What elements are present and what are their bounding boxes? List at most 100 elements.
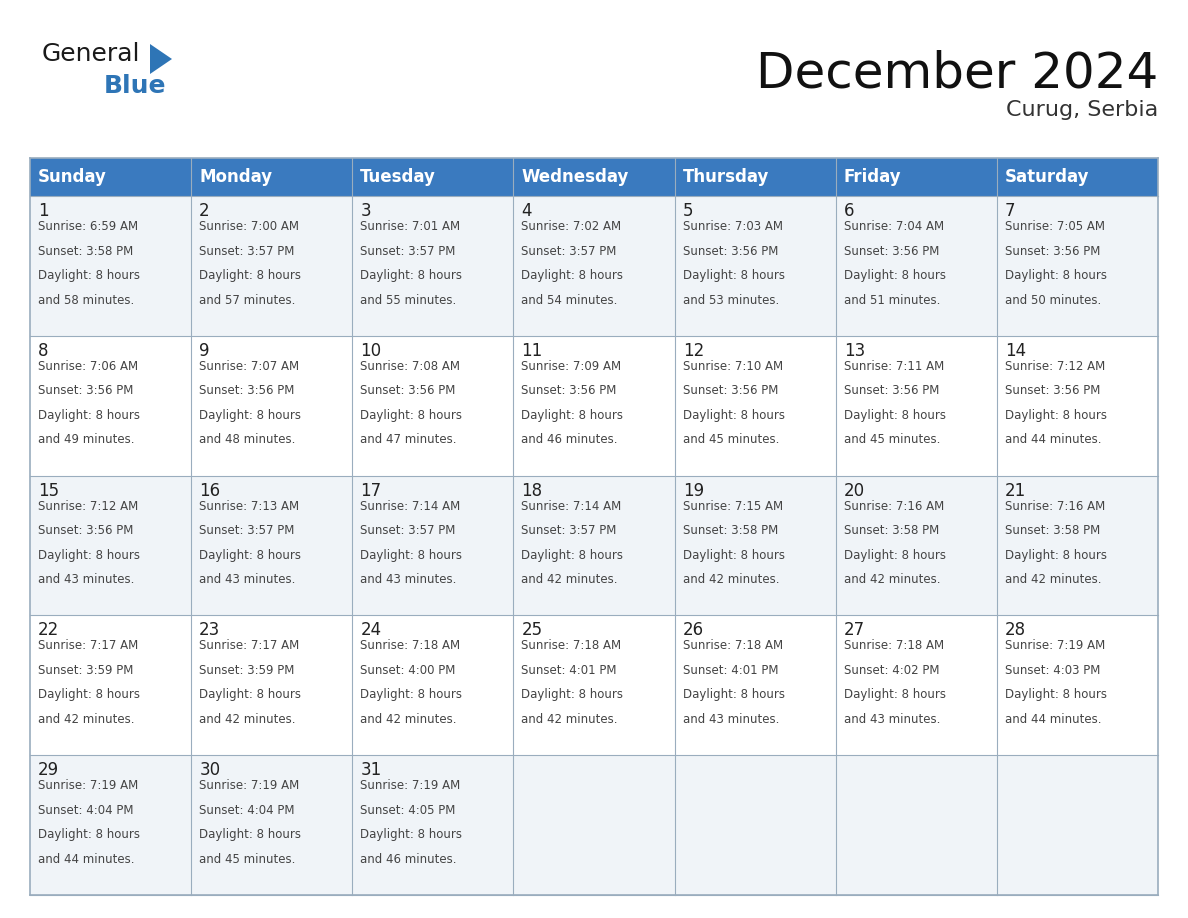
Text: and 49 minutes.: and 49 minutes. [38,433,134,446]
Bar [30,615,191,756]
Text: and 45 minutes.: and 45 minutes. [843,433,940,446]
Text: Sunrise: 7:18 AM: Sunrise: 7:18 AM [683,640,783,653]
Text: Sunset: 3:56 PM: Sunset: 3:56 PM [843,244,940,258]
Text: Sunset: 3:56 PM: Sunset: 3:56 PM [683,244,778,258]
Text: 3: 3 [360,202,371,220]
Bar [30,336,191,476]
Bar [30,158,191,196]
Text: Sunset: 4:02 PM: Sunset: 4:02 PM [843,664,940,677]
Bar [353,476,513,615]
Text: 20: 20 [843,482,865,499]
Text: Daylight: 8 hours: Daylight: 8 hours [522,688,624,701]
Text: Sunrise: 6:59 AM: Sunrise: 6:59 AM [38,220,138,233]
Text: and 55 minutes.: and 55 minutes. [360,294,456,307]
Text: and 42 minutes.: and 42 minutes. [200,713,296,726]
Bar [513,158,675,196]
Text: Sunrise: 7:17 AM: Sunrise: 7:17 AM [38,640,138,653]
Text: Daylight: 8 hours: Daylight: 8 hours [200,409,302,422]
Bar [191,476,353,615]
Bar [513,756,675,895]
Text: Sunset: 3:56 PM: Sunset: 3:56 PM [38,524,133,537]
Text: Sunset: 3:56 PM: Sunset: 3:56 PM [1005,385,1100,397]
Text: Monday: Monday [200,168,272,186]
Text: Daylight: 8 hours: Daylight: 8 hours [843,688,946,701]
Text: Daylight: 8 hours: Daylight: 8 hours [683,549,784,562]
Bar [191,158,353,196]
Text: and 42 minutes.: and 42 minutes. [843,573,940,587]
Text: Sunset: 3:56 PM: Sunset: 3:56 PM [522,385,617,397]
Text: and 42 minutes.: and 42 minutes. [360,713,457,726]
Bar [675,476,835,615]
Text: and 48 minutes.: and 48 minutes. [200,433,296,446]
Text: Sunset: 4:04 PM: Sunset: 4:04 PM [200,804,295,817]
Text: and 44 minutes.: and 44 minutes. [38,853,134,866]
Text: General: General [42,42,140,66]
Text: 9: 9 [200,341,210,360]
Text: 15: 15 [38,482,59,499]
Text: and 43 minutes.: and 43 minutes. [38,573,134,587]
Text: Daylight: 8 hours: Daylight: 8 hours [843,549,946,562]
Bar [191,756,353,895]
Text: and 43 minutes.: and 43 minutes. [683,713,779,726]
Text: and 51 minutes.: and 51 minutes. [843,294,940,307]
Text: Sunset: 4:04 PM: Sunset: 4:04 PM [38,804,133,817]
Text: and 47 minutes.: and 47 minutes. [360,433,457,446]
Text: Sunrise: 7:18 AM: Sunrise: 7:18 AM [360,640,461,653]
Text: Sunset: 3:56 PM: Sunset: 3:56 PM [200,385,295,397]
Text: Sunrise: 7:06 AM: Sunrise: 7:06 AM [38,360,138,373]
Text: Daylight: 8 hours: Daylight: 8 hours [522,549,624,562]
Text: 17: 17 [360,482,381,499]
Text: 23: 23 [200,621,221,640]
Text: 7: 7 [1005,202,1016,220]
Text: Daylight: 8 hours: Daylight: 8 hours [200,549,302,562]
Text: Sunrise: 7:12 AM: Sunrise: 7:12 AM [1005,360,1105,373]
Text: 6: 6 [843,202,854,220]
Text: Sunrise: 7:19 AM: Sunrise: 7:19 AM [38,779,138,792]
Text: and 43 minutes.: and 43 minutes. [360,573,456,587]
Text: and 44 minutes.: and 44 minutes. [1005,433,1101,446]
Text: Sunrise: 7:07 AM: Sunrise: 7:07 AM [200,360,299,373]
Text: and 45 minutes.: and 45 minutes. [200,853,296,866]
Text: 19: 19 [683,482,703,499]
Bar [353,615,513,756]
Text: Daylight: 8 hours: Daylight: 8 hours [683,409,784,422]
Bar [675,196,835,336]
Text: 16: 16 [200,482,220,499]
Text: Daylight: 8 hours: Daylight: 8 hours [360,549,462,562]
Text: Sunrise: 7:14 AM: Sunrise: 7:14 AM [522,499,621,512]
Text: December 2024: December 2024 [756,50,1158,98]
Text: Sunset: 3:59 PM: Sunset: 3:59 PM [38,664,133,677]
Text: 8: 8 [38,341,49,360]
Text: 30: 30 [200,761,220,779]
Text: 14: 14 [1005,341,1026,360]
Text: Sunset: 4:01 PM: Sunset: 4:01 PM [522,664,617,677]
Bar [997,336,1158,476]
Text: Sunrise: 7:04 AM: Sunrise: 7:04 AM [843,220,944,233]
Bar [191,615,353,756]
Text: Sunrise: 7:10 AM: Sunrise: 7:10 AM [683,360,783,373]
Bar [675,158,835,196]
Text: Sunrise: 7:18 AM: Sunrise: 7:18 AM [522,640,621,653]
Text: 5: 5 [683,202,693,220]
Text: 25: 25 [522,621,543,640]
Text: and 46 minutes.: and 46 minutes. [522,433,618,446]
Text: and 42 minutes.: and 42 minutes. [38,713,134,726]
Text: Sunset: 3:59 PM: Sunset: 3:59 PM [200,664,295,677]
Bar [353,196,513,336]
Bar [997,158,1158,196]
Text: Daylight: 8 hours: Daylight: 8 hours [38,409,140,422]
Text: Daylight: 8 hours: Daylight: 8 hours [683,269,784,282]
Bar [513,196,675,336]
Text: Daylight: 8 hours: Daylight: 8 hours [1005,688,1107,701]
Text: Sunrise: 7:17 AM: Sunrise: 7:17 AM [200,640,299,653]
Bar [513,615,675,756]
Text: Sunset: 3:58 PM: Sunset: 3:58 PM [843,524,939,537]
Text: Daylight: 8 hours: Daylight: 8 hours [360,409,462,422]
Bar [30,196,191,336]
Text: Sunrise: 7:03 AM: Sunrise: 7:03 AM [683,220,783,233]
Text: Daylight: 8 hours: Daylight: 8 hours [38,269,140,282]
Text: Daylight: 8 hours: Daylight: 8 hours [522,269,624,282]
Text: Curug, Serbia: Curug, Serbia [1006,100,1158,120]
Text: Saturday: Saturday [1005,168,1089,186]
Text: and 42 minutes.: and 42 minutes. [522,573,618,587]
